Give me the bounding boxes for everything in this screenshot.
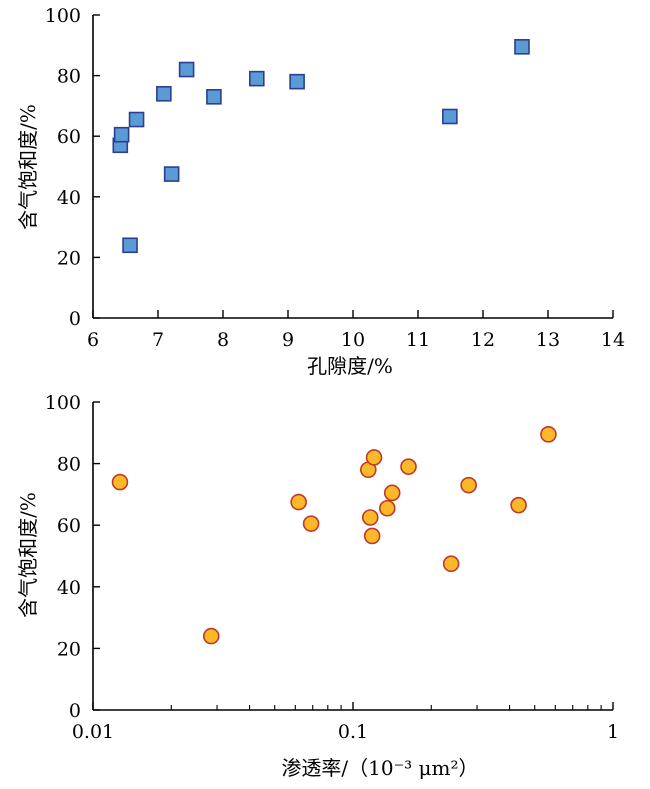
x-tick-label: 12 — [471, 329, 495, 351]
data-point-circle — [361, 509, 379, 526]
axes-permeability-chart — [92, 402, 613, 711]
y-tick-label: 80 — [57, 454, 81, 476]
y-tick-label: 20 — [57, 247, 81, 269]
x-tick-label: 14 — [601, 329, 625, 351]
data-point-square — [289, 73, 305, 90]
data-point-circle — [290, 493, 307, 511]
x-tick-label: 0.01 — [72, 721, 114, 743]
x-tick-label: 10 — [341, 329, 365, 351]
data-point-circle — [442, 555, 460, 573]
y-tick-label: 100 — [45, 392, 81, 414]
data-point-square — [113, 126, 130, 143]
data-point-square — [122, 237, 138, 254]
x-axis-label-permeability: 渗透率/（10⁻³ μm²） — [281, 756, 478, 780]
data-point-circle — [383, 484, 401, 502]
data-point-circle — [202, 627, 220, 645]
ticks-permeability-chart: 0 20 40 60 80 100 0.01 0.1 1 — [45, 392, 619, 743]
y-tick-label: 100 — [45, 5, 81, 27]
y-axis-label-saturation-top: 含气饱和度/% — [16, 104, 40, 230]
points-permeability-chart — [111, 426, 557, 645]
data-point-square — [163, 166, 180, 182]
data-point-square — [156, 85, 172, 102]
y-tick-label: 60 — [57, 126, 81, 148]
y-tick-label: 40 — [57, 187, 81, 209]
points-porosity-chart — [112, 39, 530, 254]
y-tick-label: 0 — [69, 308, 81, 330]
y-tick-label: 40 — [57, 577, 81, 599]
porosity-saturation-chart: 0 20 40 60 80 100 6 7 8 9 10 11 12 13 14 孔隙度/% 含气饱和度/% — [16, 5, 625, 378]
y-tick-label: 20 — [57, 638, 81, 660]
data-point-circle — [302, 515, 320, 532]
x-tick-label: 8 — [217, 329, 229, 351]
x-tick-label: 0.1 — [338, 721, 368, 743]
x-axis-label-porosity: 孔隙度/% — [307, 354, 393, 378]
y-tick-label: 0 — [69, 700, 81, 722]
data-point-square — [206, 89, 222, 105]
x-tick-label: 6 — [87, 329, 99, 351]
x-tick-label: 9 — [282, 329, 294, 351]
y-tick-label: 60 — [57, 515, 81, 537]
x-tick-label: 7 — [152, 329, 164, 351]
x-tick-label: 1 — [607, 721, 619, 743]
data-point-square — [442, 108, 458, 125]
data-point-circle — [363, 527, 381, 545]
data-point-circle — [540, 426, 557, 443]
data-point-circle — [365, 449, 383, 466]
x-tick-label: 11 — [406, 329, 430, 351]
data-point-circle — [111, 473, 129, 491]
data-point-circle — [379, 499, 396, 517]
data-point-square — [514, 39, 530, 55]
y-axis-label-saturation-bottom: 含气饱和度/% — [16, 492, 40, 618]
permeability-saturation-chart: 0 20 40 60 80 100 0.01 0.1 1 渗透率/（10⁻³ μm²） 含气饱和… — [16, 392, 619, 780]
data-point-square — [178, 61, 195, 78]
data-point-circle — [510, 496, 527, 514]
data-point-square — [128, 111, 145, 128]
data-point-square — [249, 70, 265, 87]
data-point-circle — [400, 458, 417, 475]
y-tick-label: 80 — [57, 66, 81, 88]
ticks-porosity-chart: 0 20 40 60 80 100 6 7 8 9 10 11 12 13 14 — [45, 5, 625, 351]
data-point-circle — [460, 476, 477, 494]
x-tick-label: 13 — [536, 329, 560, 351]
